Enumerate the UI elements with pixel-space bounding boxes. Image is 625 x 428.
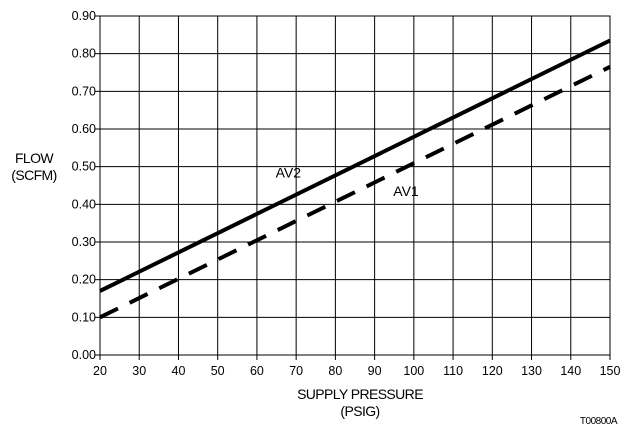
series-label-av1: AV1	[393, 183, 419, 199]
x-tick-label: 50	[211, 364, 225, 378]
x-tick-label: 90	[368, 364, 382, 378]
y-tick-label: 0.50	[72, 160, 96, 174]
x-tick-label: 70	[289, 364, 303, 378]
x-tick-label: 120	[482, 364, 503, 378]
y-axis-label: FLOW (SCFM)	[2, 150, 66, 184]
y-tick-label: 0.30	[72, 235, 96, 249]
y-tick-label: 0.90	[72, 9, 96, 23]
y-tick-label: 0.60	[72, 122, 96, 136]
y-tick-label: 0.00	[72, 348, 96, 362]
plot-frame	[99, 15, 611, 356]
series-labels: AV2 AV1	[276, 164, 419, 199]
x-tick-label: 140	[560, 364, 581, 378]
x-tick-label: 80	[328, 364, 342, 378]
x-tick-label: 30	[132, 364, 146, 378]
y-tick-label: 0.40	[72, 197, 96, 211]
x-tick-label: 110	[443, 364, 463, 378]
x-tick-label: 40	[172, 364, 186, 378]
x-tick-label: 130	[521, 364, 542, 378]
series-line-av2	[99, 38, 611, 293]
x-axis-ticks: 20 30 40 50 60 70 80 90 100 110 120 130 140 150	[93, 355, 620, 378]
series-label-av2: AV2	[276, 164, 302, 180]
y-axis-label-line1: FLOW	[14, 150, 54, 166]
x-axis-label-line1: SUPPLY PRESSURE	[297, 386, 423, 402]
series-line-av1	[99, 65, 611, 320]
figure-id: T00800A	[579, 416, 618, 427]
x-tick-label: 100	[403, 364, 424, 378]
y-axis-ticks: 0.00 0.10 0.20 0.30 0.40 0.50 0.60 0.70 0.80 0.90	[72, 9, 100, 362]
x-axis-label: SUPPLY PRESSURE (PSIG)	[260, 386, 460, 420]
x-tick-label: 20	[93, 364, 107, 378]
series-lines	[99, 38, 611, 320]
x-axis-label-line2: (PSIG)	[340, 403, 380, 419]
y-tick-label: 0.70	[72, 84, 96, 98]
y-tick-label: 0.20	[72, 273, 96, 287]
y-tick-label: 0.80	[72, 47, 96, 61]
y-tick-label: 0.10	[72, 310, 96, 324]
x-tick-label: 60	[250, 364, 264, 378]
x-tick-label: 150	[600, 364, 621, 378]
grid	[99, 15, 611, 356]
y-axis-label-line2: (SCFM)	[11, 167, 57, 183]
